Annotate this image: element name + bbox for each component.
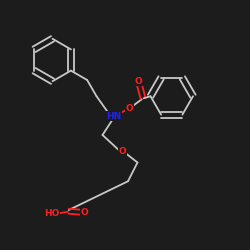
Text: HN: HN [106, 112, 122, 121]
Text: O: O [134, 77, 142, 86]
Text: HO: HO [44, 209, 60, 218]
Text: O: O [80, 208, 88, 217]
Text: O: O [126, 104, 133, 113]
Text: O: O [119, 147, 126, 156]
